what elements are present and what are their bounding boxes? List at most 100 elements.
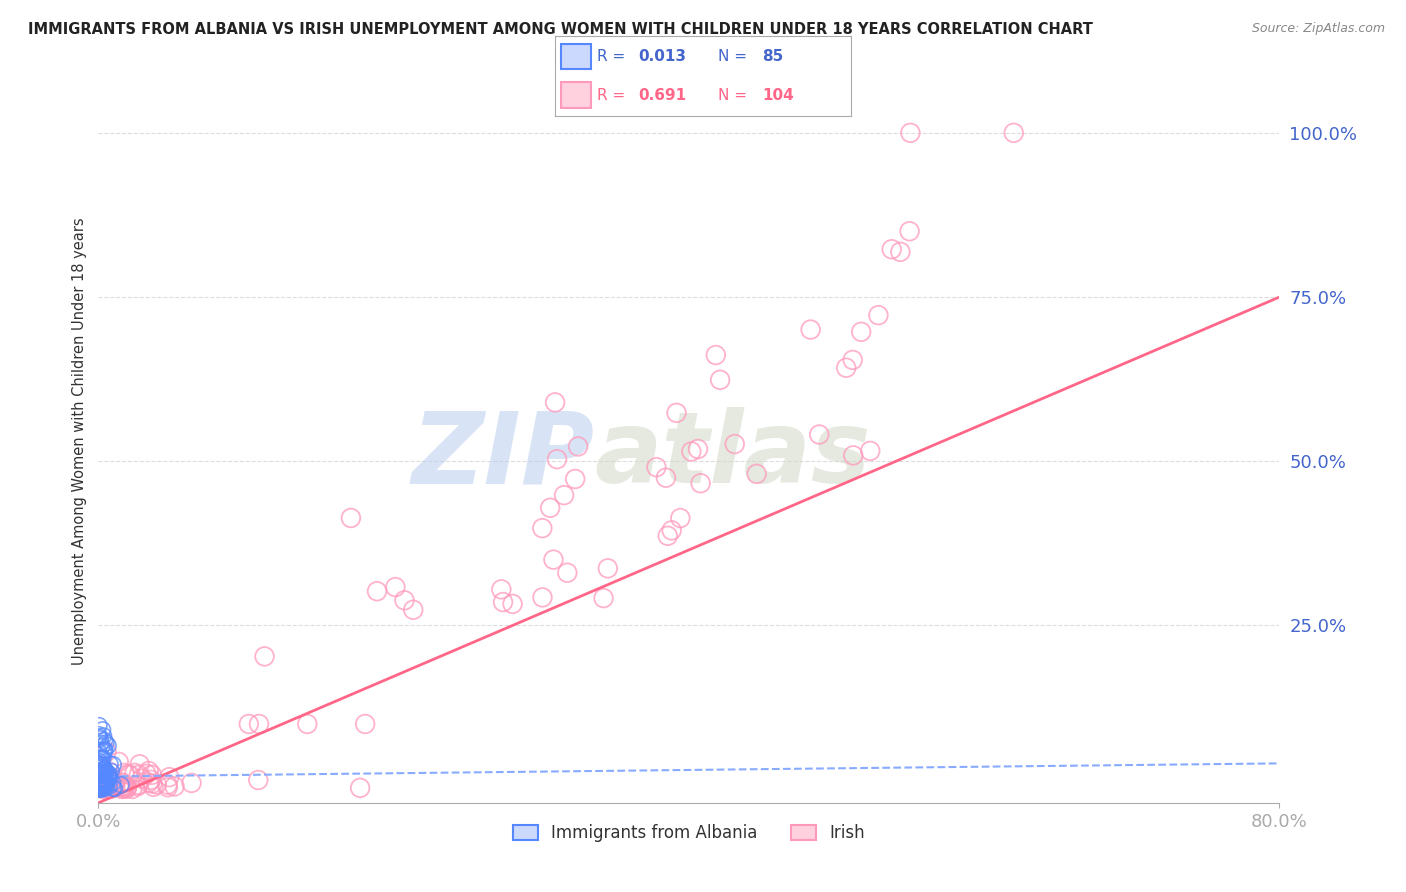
Point xyxy=(340,511,363,525)
Point xyxy=(156,778,179,792)
Text: N =: N = xyxy=(718,87,752,103)
Point xyxy=(709,373,731,387)
Point xyxy=(87,728,110,742)
Point xyxy=(90,773,112,788)
Point xyxy=(94,743,117,757)
Text: 0.691: 0.691 xyxy=(638,87,686,103)
Point xyxy=(543,552,565,566)
Point xyxy=(394,593,416,607)
Legend: Immigrants from Albania, Irish: Immigrants from Albania, Irish xyxy=(506,817,872,848)
Point xyxy=(89,779,111,793)
Point xyxy=(124,765,146,780)
Point xyxy=(93,762,115,776)
Point xyxy=(89,777,111,791)
Point xyxy=(98,772,121,786)
Point xyxy=(94,764,117,778)
Point xyxy=(89,731,111,746)
Point xyxy=(111,782,134,797)
Point xyxy=(247,717,270,731)
Point xyxy=(97,771,120,785)
Point xyxy=(89,781,111,796)
Point xyxy=(724,437,747,451)
Point xyxy=(90,768,112,782)
Point xyxy=(531,591,554,605)
Point xyxy=(97,772,120,786)
Point xyxy=(118,768,141,782)
Point xyxy=(103,777,125,791)
Point xyxy=(91,780,114,794)
Point xyxy=(112,779,135,793)
Point xyxy=(128,757,150,772)
Point xyxy=(91,723,114,737)
Point xyxy=(87,781,110,796)
Point xyxy=(98,767,121,781)
Point xyxy=(841,352,863,367)
Point xyxy=(107,755,129,769)
Text: ZIP: ZIP xyxy=(412,408,595,505)
Point xyxy=(94,778,117,792)
Point xyxy=(93,745,115,759)
Point xyxy=(247,772,270,787)
Point xyxy=(131,772,153,786)
Point xyxy=(91,776,114,790)
Point xyxy=(253,649,276,664)
Point xyxy=(354,717,377,731)
Point xyxy=(704,348,727,362)
Text: 85: 85 xyxy=(762,49,783,64)
Point xyxy=(89,782,111,797)
Point xyxy=(97,769,120,783)
Point xyxy=(141,776,163,790)
Point xyxy=(661,524,683,538)
Point xyxy=(93,764,115,778)
Point xyxy=(90,772,112,786)
Point xyxy=(112,780,135,794)
Point xyxy=(100,764,122,779)
Point xyxy=(366,584,388,599)
Point xyxy=(89,757,111,772)
Point xyxy=(868,308,890,322)
Point xyxy=(90,751,112,765)
Point xyxy=(93,762,115,776)
Point xyxy=(90,739,112,754)
Point xyxy=(135,767,157,781)
Point xyxy=(157,770,180,784)
Point xyxy=(842,449,865,463)
Point xyxy=(89,775,111,789)
Point xyxy=(1298,126,1320,140)
Point xyxy=(127,779,149,793)
Text: atlas: atlas xyxy=(595,408,870,505)
Point xyxy=(596,561,619,575)
Point xyxy=(101,779,124,793)
Point xyxy=(112,780,135,794)
Point xyxy=(156,780,179,795)
Point xyxy=(544,395,567,409)
Point xyxy=(491,582,513,597)
Point xyxy=(669,511,692,525)
Point xyxy=(110,780,132,795)
Point xyxy=(127,778,149,792)
Point xyxy=(90,780,112,794)
Point xyxy=(138,775,160,789)
Point xyxy=(800,322,823,336)
Point xyxy=(90,763,112,777)
Point xyxy=(94,771,117,785)
Point xyxy=(93,729,115,743)
Point xyxy=(657,529,679,543)
Point xyxy=(104,775,127,789)
Point xyxy=(898,224,921,238)
Point xyxy=(94,775,117,789)
Point xyxy=(121,782,143,797)
Point xyxy=(1002,126,1025,140)
Point xyxy=(98,764,121,779)
Point xyxy=(93,781,115,796)
Point xyxy=(849,325,872,339)
Point xyxy=(94,777,117,791)
Point xyxy=(681,444,703,458)
Point xyxy=(93,774,115,789)
Point xyxy=(97,739,120,753)
Point xyxy=(564,472,586,486)
Point xyxy=(889,244,911,259)
Point xyxy=(90,751,112,765)
Point xyxy=(180,776,202,790)
Point xyxy=(502,597,524,611)
